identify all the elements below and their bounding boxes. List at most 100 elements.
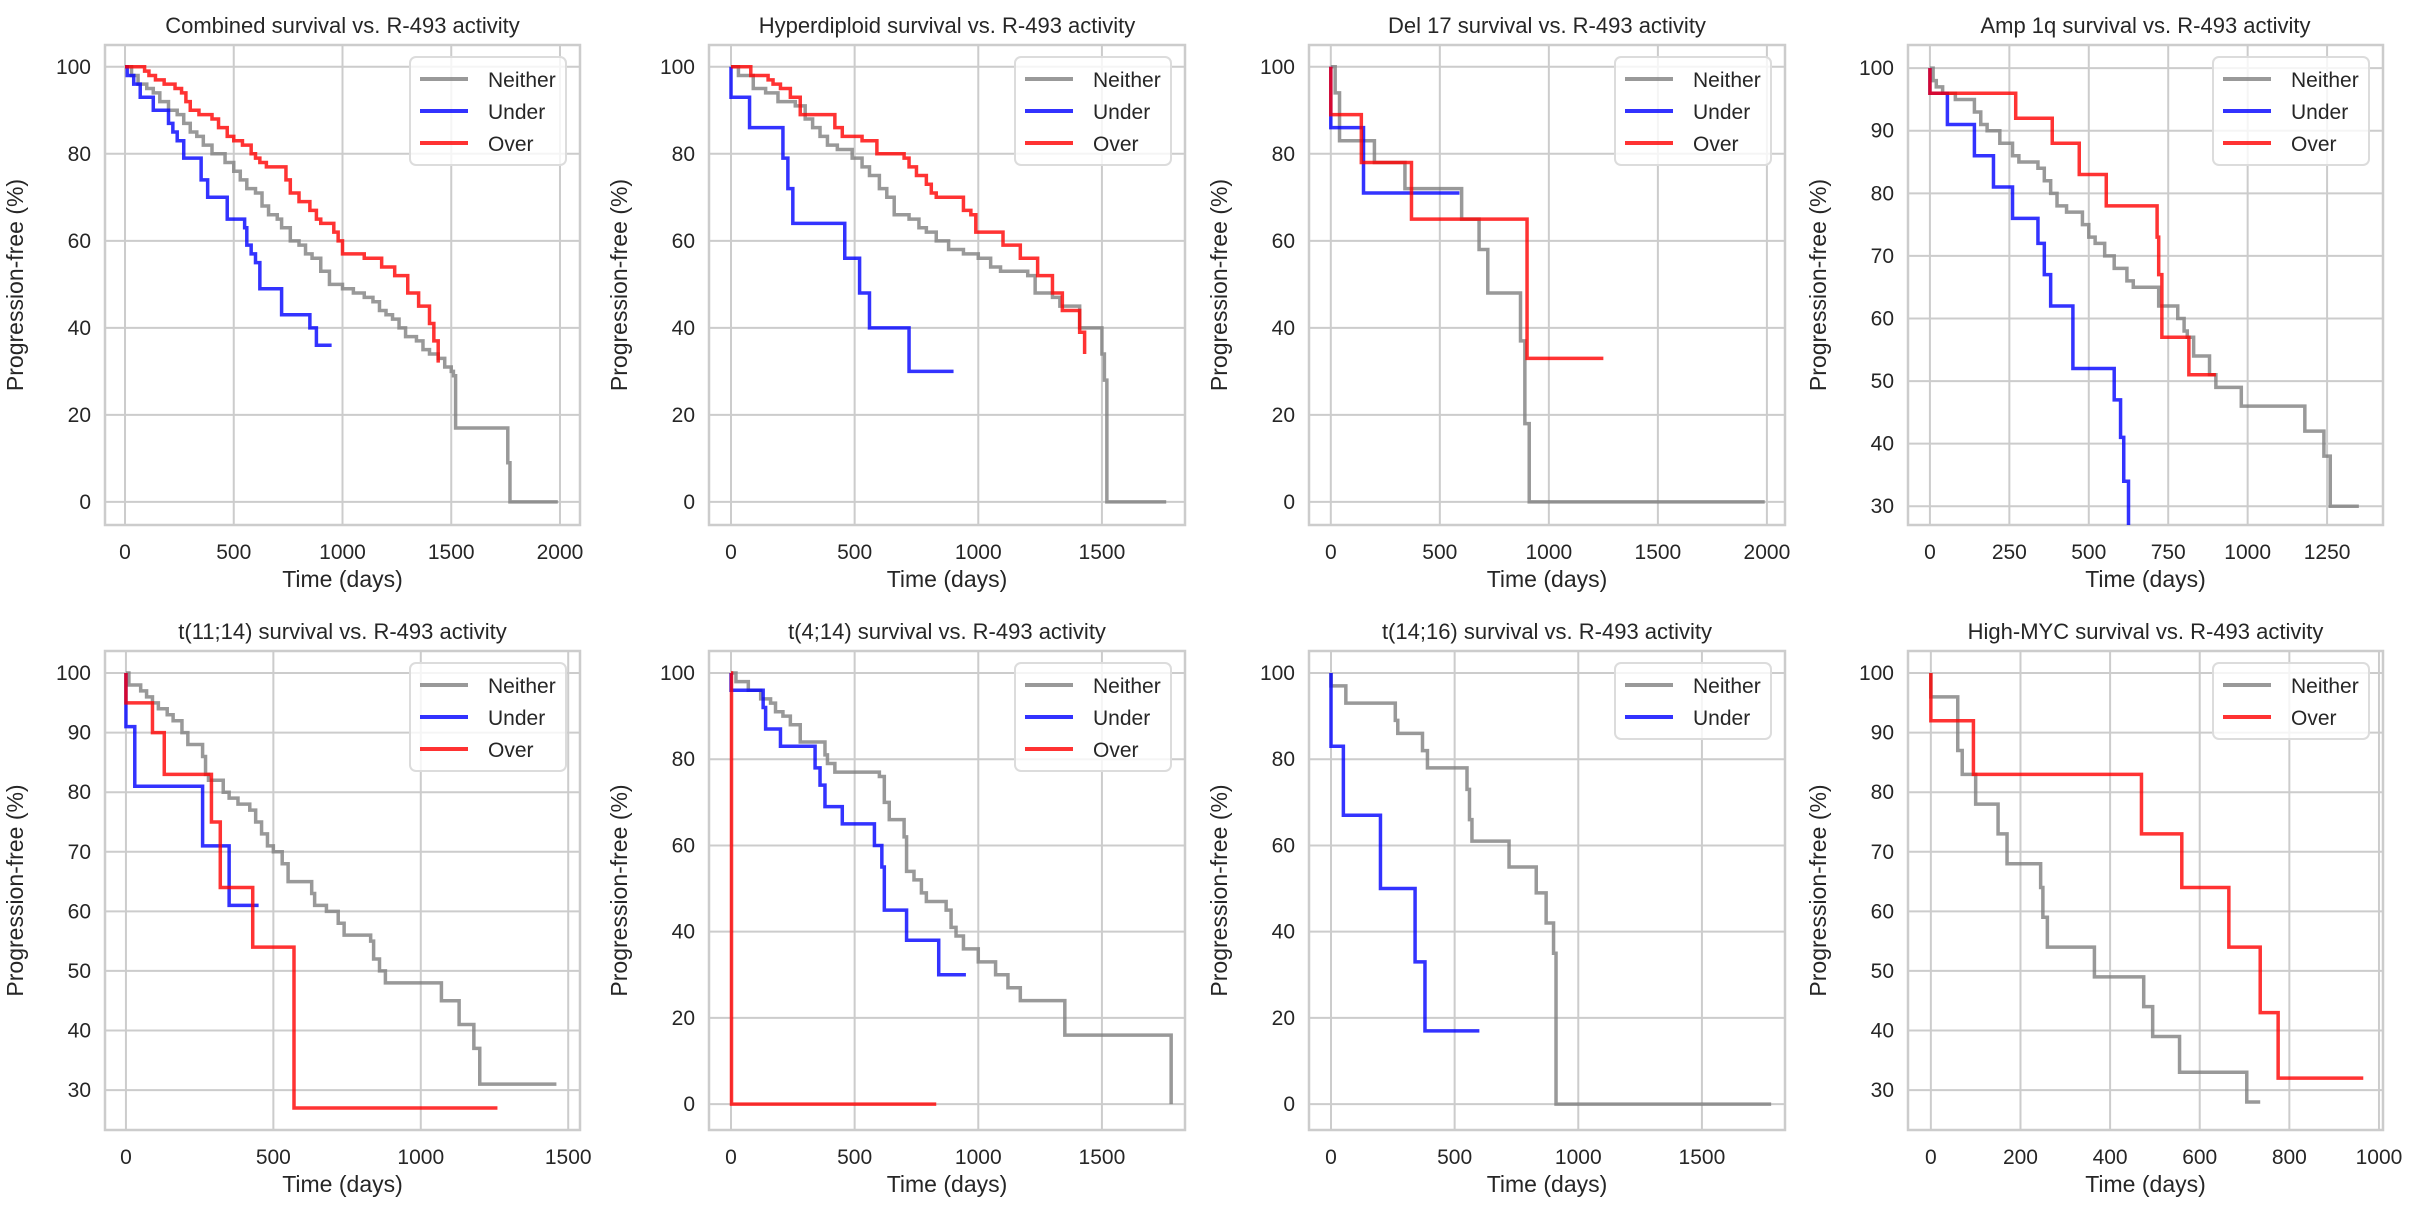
y-tick-label: 40 <box>68 317 91 340</box>
y-tick-label: 30 <box>1871 1079 1894 1102</box>
legend-box <box>2212 662 2370 740</box>
y-tick-label: 50 <box>68 960 91 983</box>
y-axis-label: Progression-free (%) <box>1206 179 1232 391</box>
x-tick-label: 1500 <box>1079 541 1126 564</box>
y-tick-label: 60 <box>1272 230 1295 253</box>
chart-title: Del 17 survival vs. R-493 activity <box>1388 13 1706 38</box>
x-tick-label: 200 <box>2003 1146 2038 1169</box>
y-tick-label: 30 <box>1871 495 1894 518</box>
legend-label-over: Over <box>1093 133 1139 156</box>
chart-title: High-MYC survival vs. R-493 activity <box>1968 619 2324 644</box>
legend-box <box>1614 56 1772 166</box>
panel-6-t-4-14: 0 500 1000 1500 0 20 40 60 80 100 t(4;14) survival… <box>606 619 1187 1197</box>
x-tick-label: 500 <box>2071 541 2106 564</box>
x-axis-label: Time (days) <box>282 1171 403 1197</box>
y-axis-label: Progression-free (%) <box>606 784 632 996</box>
x-tick-label: 600 <box>2182 1146 2217 1169</box>
y-tick-label: 20 <box>1272 1007 1295 1030</box>
axes-frame <box>1307 43 1787 527</box>
x-tick-label: 0 <box>725 1146 737 1169</box>
y-tick-label: 60 <box>68 230 91 253</box>
x-tick-label: 1000 <box>955 541 1002 564</box>
y-tick-label: 90 <box>68 722 91 745</box>
y-tick-label: 40 <box>672 921 695 944</box>
axes-frame <box>103 43 582 527</box>
legend-label-under: Under <box>2291 101 2348 124</box>
legend-box <box>409 662 567 772</box>
survival-curve-over <box>124 673 498 1110</box>
legend-box <box>1014 56 1172 166</box>
x-tick-label: 800 <box>2272 1146 2307 1169</box>
legend: Neither Over <box>2212 662 2370 740</box>
legend-label-neither: Neither <box>2291 675 2359 698</box>
x-tick-label: 500 <box>837 1146 872 1169</box>
y-tick-label: 80 <box>1272 748 1295 771</box>
y-axis-label: Progression-free (%) <box>2 784 28 996</box>
y-tick-label: 50 <box>1871 370 1894 393</box>
y-tick-label: 70 <box>68 841 91 864</box>
y-tick-label: 90 <box>1871 722 1894 745</box>
y-tick-label: 70 <box>1871 841 1894 864</box>
y-tick-label: 100 <box>1859 57 1894 80</box>
legend-label-neither: Neither <box>1693 675 1761 698</box>
chart-title: t(11;14) survival vs. R-493 activity <box>178 619 506 644</box>
y-tick-label: 40 <box>68 1020 91 1043</box>
y-tick-label: 80 <box>672 748 695 771</box>
survival-curve-neither <box>125 65 558 504</box>
x-axis-label: Time (days) <box>887 566 1008 592</box>
x-tick-label: 250 <box>1992 541 2027 564</box>
x-tick-label: 400 <box>2093 1146 2128 1169</box>
x-tick-label: 1500 <box>545 1146 592 1169</box>
y-tick-label: 60 <box>1871 307 1894 330</box>
y-tick-label: 40 <box>1871 433 1894 456</box>
legend-label-under: Under <box>488 707 545 730</box>
legend-label-neither: Neither <box>488 675 556 698</box>
legend-box <box>409 56 567 166</box>
x-axis-label: Time (days) <box>282 566 403 592</box>
y-tick-label: 80 <box>68 143 91 166</box>
legend-box <box>2212 56 2370 166</box>
y-tick-label: 40 <box>1272 921 1295 944</box>
y-tick-label: 80 <box>1272 143 1295 166</box>
legend: Neither Under Over <box>409 56 567 166</box>
legend-label-over: Over <box>488 739 534 762</box>
survival-curve-over <box>729 671 937 1106</box>
legend-label-neither: Neither <box>1693 69 1761 92</box>
x-axis-label: Time (days) <box>1487 566 1608 592</box>
survival-curve-under <box>1928 68 2131 525</box>
survival-curve-neither <box>1329 672 1772 1106</box>
survival-curve-neither <box>1929 673 2261 1104</box>
survival-curve-neither <box>731 65 1167 504</box>
x-axis-label: Time (days) <box>887 1171 1008 1197</box>
legend-box <box>1014 662 1172 772</box>
y-axis-label: Progression-free (%) <box>1805 179 1831 391</box>
y-tick-label: 0 <box>1283 491 1295 514</box>
survival-curve-over <box>1929 673 2364 1080</box>
y-axis-label: Progression-free (%) <box>1805 784 1831 996</box>
y-tick-label: 20 <box>672 1007 695 1030</box>
y-tick-label: 100 <box>1859 662 1894 685</box>
panel-7-t-14-16: 0 500 1000 1500 0 20 40 60 80 100 t(14;16) surviva… <box>1206 619 1787 1197</box>
legend-label-under: Under <box>488 101 545 124</box>
x-tick-label: 500 <box>837 541 872 564</box>
y-tick-label: 100 <box>56 662 91 685</box>
legend-label-over: Over <box>488 133 534 156</box>
legend: Neither Under <box>1614 662 1772 740</box>
legend-label-neither: Neither <box>488 69 556 92</box>
x-tick-label: 2000 <box>537 541 584 564</box>
y-tick-label: 20 <box>672 404 695 427</box>
panel-8-high-myc: 0 200 400 600 800 1000 30 40 50 60 70 80 90 100 High-M… <box>1805 619 2402 1197</box>
legend: Neither Under Over <box>1614 56 1772 166</box>
x-tick-label: 0 <box>119 541 131 564</box>
y-tick-label: 40 <box>672 317 695 340</box>
legend-label-under: Under <box>1093 707 1150 730</box>
x-tick-label: 1000 <box>1525 541 1572 564</box>
y-tick-label: 30 <box>68 1079 91 1102</box>
x-tick-label: 1500 <box>1079 1146 1126 1169</box>
axes-frame <box>1906 43 2385 527</box>
survival-curve-over <box>1329 66 1604 361</box>
x-tick-label: 0 <box>1325 541 1337 564</box>
panel-5-t-11-14: 0 500 1000 1500 30 40 50 60 70 80 90 100 t(11;14) su… <box>2 619 592 1197</box>
axes-frame <box>707 43 1187 527</box>
